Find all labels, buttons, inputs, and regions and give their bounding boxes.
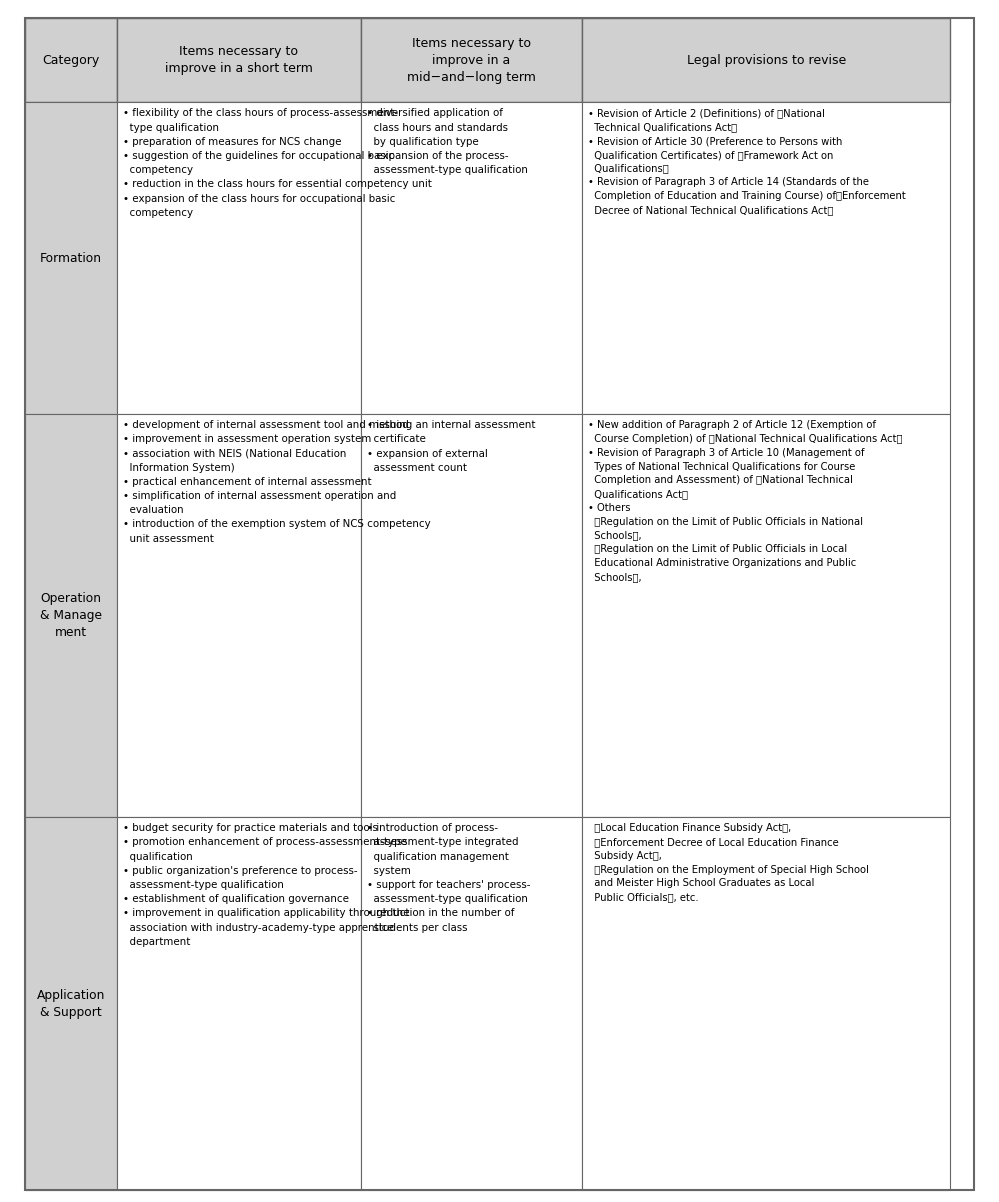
Text: • budget security for practice materials and tools: • budget security for practice materials… — [123, 823, 378, 833]
Text: • New addition of Paragraph 2 of Article 12 (Exemption of: • New addition of Paragraph 2 of Article… — [588, 421, 876, 430]
Text: assessment-type integrated: assessment-type integrated — [367, 838, 518, 847]
Text: Completion of Education and Training Course) of「Enforcement: Completion of Education and Training Cou… — [588, 191, 906, 201]
Text: Formation: Formation — [40, 251, 102, 264]
Text: 「Regulation on the Employment of Special High School: 「Regulation on the Employment of Special… — [588, 864, 869, 875]
Text: Public Officials」, etc.: Public Officials」, etc. — [588, 892, 698, 903]
Text: students per class: students per class — [367, 923, 468, 933]
Text: • improvement in assessment operation system: • improvement in assessment operation sy… — [123, 434, 372, 445]
Bar — [361, 18, 582, 102]
Text: • introduction of the exemption system of NCS competency: • introduction of the exemption system o… — [123, 519, 431, 529]
Text: • flexibility of the class hours of process-assessment-: • flexibility of the class hours of proc… — [123, 108, 399, 119]
Bar — [117, 102, 361, 415]
Text: • Revision of Article 30 (Preference to Persons with: • Revision of Article 30 (Preference to … — [588, 136, 842, 145]
Bar — [117, 18, 361, 102]
Text: 「Enforcement Decree of Local Education Finance: 「Enforcement Decree of Local Education F… — [588, 837, 839, 847]
Text: • development of internal assessment tool and method: • development of internal assessment too… — [123, 421, 409, 430]
Text: Qualification Certificates) of 「Framework Act on: Qualification Certificates) of 「Framewor… — [588, 150, 833, 160]
Text: Schools」,: Schools」, — [588, 530, 641, 541]
Text: assessment-type qualification: assessment-type qualification — [123, 880, 284, 889]
Bar — [25, 102, 117, 415]
Text: department: department — [123, 936, 191, 947]
Bar — [117, 415, 361, 817]
Text: • simplification of internal assessment operation and: • simplification of internal assessment … — [123, 492, 397, 501]
Text: evaluation: evaluation — [123, 505, 184, 516]
Text: Category: Category — [42, 54, 100, 67]
Text: competency: competency — [123, 165, 193, 175]
Text: Information System): Information System) — [123, 463, 235, 472]
Text: assessment-type qualification: assessment-type qualification — [367, 894, 527, 904]
Text: qualification management: qualification management — [367, 852, 508, 862]
Text: assessment count: assessment count — [367, 463, 467, 472]
Text: type qualification: type qualification — [123, 123, 219, 132]
Text: • reduction in the number of: • reduction in the number of — [367, 909, 514, 918]
Text: • Revision of Paragraph 3 of Article 14 (Standards of the: • Revision of Paragraph 3 of Article 14 … — [588, 178, 869, 188]
Text: Legal provisions to revise: Legal provisions to revise — [686, 54, 846, 67]
Text: Operation
& Manage
ment: Operation & Manage ment — [40, 593, 102, 639]
Text: by qualification type: by qualification type — [367, 137, 479, 147]
Text: competency: competency — [123, 208, 193, 218]
Text: • promotion enhancement of process-assessment-type: • promotion enhancement of process-asses… — [123, 838, 407, 847]
Text: 「Regulation on the Limit of Public Officials in Local: 「Regulation on the Limit of Public Offic… — [588, 545, 847, 554]
Bar — [582, 817, 950, 1190]
Text: class hours and standards: class hours and standards — [367, 123, 507, 132]
Bar — [361, 817, 582, 1190]
Text: Qualifications」: Qualifications」 — [588, 163, 668, 173]
Text: Completion and Assessment) of 「National Technical: Completion and Assessment) of 「National … — [588, 475, 853, 486]
Text: Educational Administrative Organizations and Public: Educational Administrative Organizations… — [588, 558, 856, 569]
Text: Types of National Technical Qualifications for Course: Types of National Technical Qualificatio… — [588, 462, 855, 471]
Text: Application
& Support: Application & Support — [37, 988, 105, 1018]
Text: • Revision of Paragraph 3 of Article 10 (Management of: • Revision of Paragraph 3 of Article 10 … — [588, 448, 864, 458]
Text: • reduction in the class hours for essential competency unit: • reduction in the class hours for essen… — [123, 179, 432, 190]
Text: • expansion of the process-: • expansion of the process- — [367, 151, 508, 161]
Text: assessment-type qualification: assessment-type qualification — [367, 165, 527, 175]
Bar — [117, 817, 361, 1190]
Text: qualification: qualification — [123, 852, 193, 862]
Text: Schools」,: Schools」, — [588, 572, 641, 582]
Text: • suggestion of the guidelines for occupational basic: • suggestion of the guidelines for occup… — [123, 151, 395, 161]
Text: • issuing an internal assessment: • issuing an internal assessment — [367, 421, 535, 430]
Text: Qualifications Act」: Qualifications Act」 — [588, 489, 688, 499]
Bar — [582, 18, 950, 102]
Text: and Meister High School Graduates as Local: and Meister High School Graduates as Loc… — [588, 879, 814, 888]
Text: unit assessment: unit assessment — [123, 534, 214, 543]
Bar — [25, 415, 117, 817]
Bar — [582, 102, 950, 415]
Bar — [582, 415, 950, 817]
Text: • expansion of external: • expansion of external — [367, 448, 488, 458]
Text: • association with NEIS (National Education: • association with NEIS (National Educat… — [123, 448, 347, 458]
Text: • diversified application of: • diversified application of — [367, 108, 502, 119]
Text: Subsidy Act」,: Subsidy Act」, — [588, 851, 662, 861]
Text: Decree of National Technical Qualifications Act」: Decree of National Technical Qualificati… — [588, 206, 833, 215]
Text: • practical enhancement of internal assessment: • practical enhancement of internal asse… — [123, 477, 372, 487]
Bar — [25, 18, 117, 102]
Text: Items necessary to
improve in a short term: Items necessary to improve in a short te… — [165, 46, 313, 76]
Text: 「Local Education Finance Subsidy Act」,: 「Local Education Finance Subsidy Act」, — [588, 823, 791, 833]
Text: • improvement in qualification applicability through the: • improvement in qualification applicabi… — [123, 909, 410, 918]
Text: • introduction of process-: • introduction of process- — [367, 823, 499, 833]
Bar — [361, 415, 582, 817]
Bar — [361, 102, 582, 415]
Text: system: system — [367, 865, 411, 876]
Text: • expansion of the class hours for occupational basic: • expansion of the class hours for occup… — [123, 194, 396, 203]
Text: • Revision of Article 2 (Definitions) of 「National: • Revision of Article 2 (Definitions) of… — [588, 108, 825, 119]
Text: • public organization's preference to process-: • public organization's preference to pr… — [123, 865, 358, 876]
Text: Items necessary to
improve in a
mid−and−long term: Items necessary to improve in a mid−and−… — [407, 37, 535, 84]
Text: • establishment of qualification governance: • establishment of qualification governa… — [123, 894, 349, 904]
Text: Technical Qualifications Act」: Technical Qualifications Act」 — [588, 123, 737, 132]
Text: • Others: • Others — [588, 502, 630, 513]
Text: • preparation of measures for NCS change: • preparation of measures for NCS change — [123, 137, 342, 147]
Bar — [25, 817, 117, 1190]
Text: Course Completion) of 「National Technical Qualifications Act」: Course Completion) of 「National Technica… — [588, 434, 902, 444]
Text: 「Regulation on the Limit of Public Officials in National: 「Regulation on the Limit of Public Offic… — [588, 517, 863, 526]
Text: association with industry-academy-type apprentice: association with industry-academy-type a… — [123, 923, 394, 933]
Text: certificate: certificate — [367, 434, 426, 445]
Text: • support for teachers' process-: • support for teachers' process- — [367, 880, 530, 889]
